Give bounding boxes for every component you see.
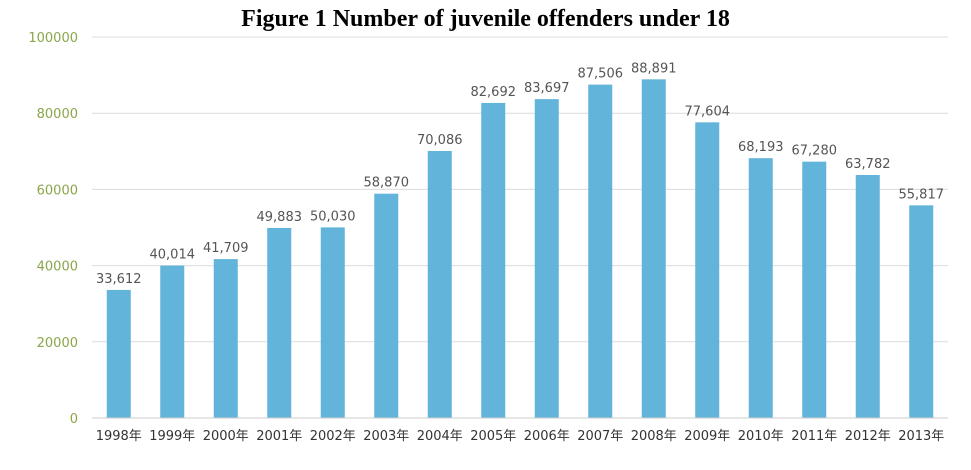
y-tick-label: 100000: [28, 31, 78, 46]
x-tick-label: 2010年: [738, 429, 784, 444]
data-label: 33,612: [96, 272, 142, 287]
x-tick-label: 2013年: [898, 429, 944, 444]
bar: [855, 174, 880, 418]
bar: [641, 79, 666, 418]
data-label: 40,014: [150, 248, 196, 263]
data-label: 41,709: [203, 241, 249, 256]
x-tick-label: 2002年: [310, 429, 356, 444]
y-tick-label: 20000: [37, 336, 78, 351]
y-axis-ticks: 0 20000 40000 60000 80000 100000: [28, 31, 78, 427]
x-tick-label: 2005年: [470, 429, 516, 444]
bar: [695, 122, 720, 418]
data-label: 77,604: [685, 104, 731, 119]
x-tick-label: 2001年: [256, 429, 302, 444]
y-tick-label: 40000: [37, 260, 78, 275]
x-tick-label: 2007年: [577, 429, 623, 444]
data-labels: 33,612 40,014 41,709 49,883 50,030 58,870 70,0…: [96, 61, 944, 287]
x-tick-label: 2003年: [363, 429, 409, 444]
x-tick-label: 1998年: [96, 429, 142, 444]
y-tick-label: 60000: [37, 183, 78, 198]
data-label: 63,782: [845, 157, 891, 172]
bar: [213, 259, 238, 418]
x-tick-label: 2009年: [684, 429, 730, 444]
x-tick-label: 2011年: [791, 429, 837, 444]
data-label: 70,086: [417, 133, 463, 148]
data-label: 88,891: [631, 61, 677, 76]
x-tick-label: 2008年: [631, 429, 677, 444]
data-label: 67,280: [792, 144, 838, 159]
bar: [374, 193, 399, 418]
data-label: 82,692: [471, 85, 517, 100]
data-label: 68,193: [738, 140, 784, 155]
bar: [481, 102, 506, 418]
data-label: 87,506: [578, 67, 624, 82]
data-label: 50,030: [310, 209, 356, 224]
bar: [320, 227, 345, 418]
bar: [160, 265, 185, 418]
chart-title: Figure 1 Number of juvenile offenders un…: [241, 6, 730, 32]
data-label: 55,817: [899, 187, 945, 202]
bar: [106, 289, 131, 418]
x-tick-label: 2000年: [203, 429, 249, 444]
bar: [267, 227, 292, 418]
data-label: 49,883: [257, 210, 303, 225]
bar: [748, 158, 773, 418]
bar: [802, 161, 827, 418]
x-tick-label: 2012年: [845, 429, 891, 444]
y-tick-label: 80000: [37, 107, 78, 122]
bar: [909, 205, 934, 418]
bar: [588, 84, 613, 418]
x-axis-ticks: 1998年 1999年 2000年 2001年 2002年 2003年 2004年 2005年…: [96, 429, 945, 444]
bars: [106, 79, 934, 418]
y-tick-label: 0: [70, 412, 78, 427]
x-tick-label: 1999年: [149, 429, 195, 444]
data-label: 83,697: [524, 81, 570, 96]
x-tick-label: 2006年: [524, 429, 570, 444]
x-tick-label: 2004年: [417, 429, 463, 444]
bar: [427, 150, 452, 418]
bar: [534, 99, 559, 418]
data-label: 58,870: [364, 176, 410, 191]
